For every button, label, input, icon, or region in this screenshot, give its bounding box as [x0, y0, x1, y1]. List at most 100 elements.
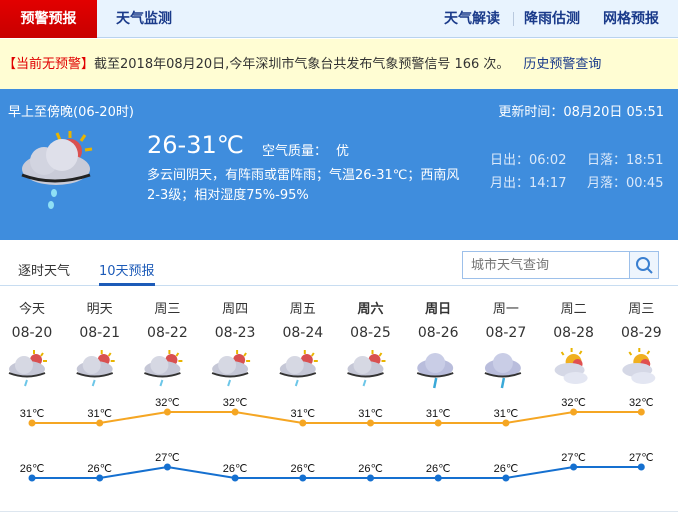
- high-temp-label: 32℃: [561, 397, 586, 409]
- high-temp-point: [637, 408, 645, 416]
- high-temp-label: 31℃: [494, 408, 519, 420]
- alert-status: 【当前无预警】: [3, 57, 95, 72]
- low-temp-point: [570, 463, 578, 471]
- forecast-day: 周二: [560, 302, 587, 317]
- weather-desc-2: 2-3级；相对湿度75%-95%: [147, 188, 309, 203]
- low-temp-point: [231, 474, 239, 482]
- current-weather-panel: 早上至傍晚(06-20时) 更新时间：08月20日 05:51 26-31℃ 空…: [0, 89, 678, 240]
- high-temp-line: [32, 411, 642, 424]
- high-temp-point: [96, 419, 104, 427]
- cloud-rain-icon: [484, 353, 522, 389]
- forecast-date: 08-26: [417, 325, 459, 341]
- forecast-date: 08-22: [147, 325, 188, 341]
- forecast-date: 08-23: [214, 325, 256, 341]
- tab-10-day[interactable]: 10天预报: [99, 260, 155, 286]
- high-temp-point: [299, 419, 307, 427]
- divider: [513, 12, 514, 26]
- forecast-date: 08-28: [553, 325, 594, 341]
- low-temp-point: [502, 474, 510, 482]
- moonset: 月落：00:45: [587, 176, 664, 191]
- high-temp-label: 31℃: [426, 408, 451, 420]
- low-temp-point: [299, 474, 307, 482]
- forecast-tabs: 逐时天气 10天预报: [0, 240, 678, 286]
- sun-clouds-icon: [554, 348, 588, 384]
- city-search-input[interactable]: [463, 252, 629, 278]
- high-temp-point: [570, 408, 578, 416]
- sunset: 日落：18:51: [587, 153, 664, 168]
- high-temp-label: 32℃: [155, 397, 180, 409]
- forecast-date: 08-29: [620, 325, 662, 341]
- low-temp-point: [163, 463, 171, 471]
- cloud-sun-rain-icon: [144, 350, 183, 387]
- low-temp-point: [434, 474, 442, 482]
- cloud-sun-rain-icon: [211, 350, 251, 387]
- high-temp-label: 31℃: [20, 408, 45, 420]
- low-temp-label: 27℃: [561, 452, 586, 464]
- low-temp-label: 26℃: [494, 463, 519, 475]
- forecast-date: 08-24: [282, 325, 324, 341]
- low-temp-point: [367, 474, 374, 482]
- cloud-sun-rain-icon: [347, 350, 386, 387]
- tab-hourly[interactable]: 逐时天气: [18, 264, 71, 279]
- forecast-day: 今天: [18, 302, 45, 317]
- bottom-divider: [0, 511, 678, 512]
- low-temp-label: 27℃: [155, 452, 180, 464]
- low-temp-label: 26℃: [358, 463, 383, 475]
- low-temp-label: 26℃: [291, 463, 316, 475]
- sunrise: 日出：06:02: [490, 153, 567, 168]
- tab-weather-monitor[interactable]: 天气监测: [116, 11, 172, 27]
- forecast-date: 08-21: [79, 325, 121, 341]
- forecast-date: 08-25: [350, 325, 391, 341]
- low-temp-label: 26℃: [87, 463, 112, 475]
- forecast-day: 明天: [86, 302, 113, 317]
- city-search: [462, 251, 659, 279]
- weather-desc-1: 多云间阴天，有阵雨或雷阵雨；气温26-31℃；西南风: [147, 168, 460, 183]
- high-temp-label: 31℃: [358, 408, 383, 420]
- updated-time: 更新时间：08月20日 05:51: [498, 105, 664, 120]
- link-grid-forecast[interactable]: 网格预报: [603, 11, 659, 27]
- forecast-day: 周六: [357, 302, 384, 317]
- forecast-day: 周三: [628, 302, 655, 317]
- top-nav: 预警预报 天气监测 天气解读 降雨估测 网格预报: [0, 0, 678, 38]
- sun-clouds-icon: [622, 348, 656, 384]
- high-temp-point: [434, 419, 442, 427]
- cloud-sun-rain-icon: [76, 350, 115, 387]
- high-temp-point: [231, 408, 239, 416]
- high-temp-point: [28, 419, 36, 427]
- low-temp-point: [637, 463, 645, 471]
- link-rain-estimate[interactable]: 降雨估测: [524, 11, 580, 27]
- high-temp-label: 31℃: [87, 408, 112, 420]
- low-temp-line: [32, 465, 642, 479]
- search-button[interactable]: [629, 252, 658, 278]
- history-warning-link[interactable]: 历史预警查询: [523, 57, 602, 72]
- low-temp-label: 26℃: [426, 463, 451, 475]
- high-temp-point: [163, 408, 171, 416]
- high-temp-label: 31℃: [291, 408, 316, 420]
- low-temp-label: 26℃: [20, 463, 45, 475]
- cloudy-sun-rain-icon: [21, 131, 93, 209]
- air-quality-label: 空气质量：: [262, 144, 328, 159]
- moonrise: 月出：14:17: [490, 176, 567, 191]
- low-temp-point: [96, 474, 104, 482]
- forecast-date: 08-20: [11, 325, 53, 341]
- link-weather-interpretation[interactable]: 天气解读: [444, 11, 500, 27]
- current-temp: 26-31℃: [147, 131, 244, 159]
- search-icon: [636, 257, 653, 274]
- forecast-day: 周三: [154, 302, 181, 317]
- high-temp-point: [502, 419, 510, 427]
- period-label: 早上至傍晚(06-20时): [8, 105, 134, 120]
- high-temp-point: [367, 419, 374, 427]
- tab-warning-forecast[interactable]: 预警预报: [0, 0, 97, 38]
- forecast-day: 周五: [289, 302, 316, 317]
- low-temp-label: 27℃: [629, 452, 654, 464]
- air-quality-value: 优: [336, 144, 350, 159]
- alert-text: 截至2018年08月20日,今年深圳市气象台共发布气象预警信号 166 次。: [94, 57, 510, 72]
- forecast-day: 周日: [425, 302, 452, 317]
- cloud-sun-rain-icon: [279, 350, 318, 387]
- low-temp-point: [28, 474, 36, 482]
- cloud-sun-rain-icon: [8, 350, 47, 387]
- alert-bar: 【当前无预警】截至2018年08月20日,今年深圳市气象台共发布气象预警信号 1…: [0, 39, 678, 89]
- low-temp-label: 26℃: [223, 463, 248, 475]
- forecast-day: 周四: [222, 302, 249, 317]
